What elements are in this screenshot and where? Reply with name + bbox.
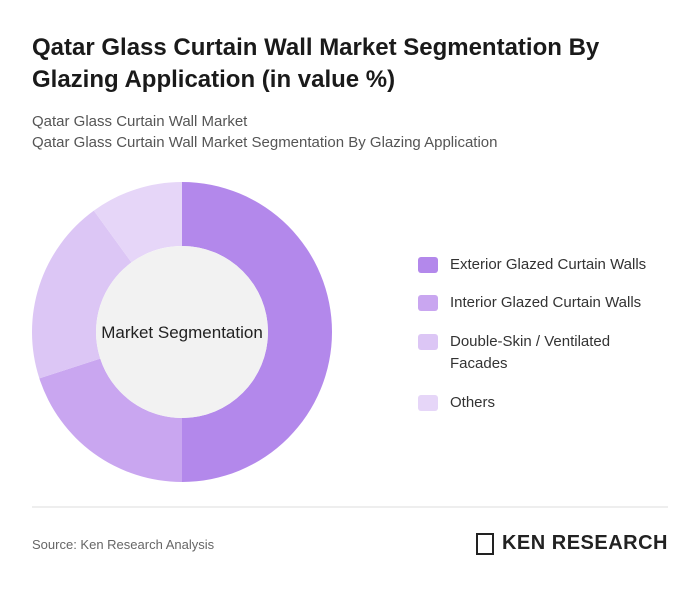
subtitle: Qatar Glass Curtain Wall Market bbox=[32, 113, 248, 130]
donut-center bbox=[96, 246, 268, 418]
legend-label: Exterior Glazed Curtain Walls bbox=[450, 256, 647, 273]
donut-segment bbox=[93, 182, 182, 263]
center-label: Market Segmentation bbox=[101, 323, 263, 342]
logo-icon bbox=[475, 532, 494, 555]
legend-swatch bbox=[418, 334, 438, 350]
legend-item: Double-Skin / Ventilated Facades bbox=[418, 331, 658, 375]
donut-segment bbox=[39, 358, 182, 482]
legend-swatch bbox=[418, 395, 438, 411]
logo: KEN RESEARCH bbox=[475, 532, 668, 555]
legend-item: Others bbox=[418, 392, 658, 414]
legend-item: Exterior Glazed Curtain Walls bbox=[418, 254, 658, 276]
subtitle: Qatar Glass Curtain Wall Market Segmenta… bbox=[32, 134, 498, 151]
donut-segment bbox=[31, 210, 132, 379]
legend-swatch bbox=[418, 257, 438, 273]
logo-text: KEN RESEARCH bbox=[501, 532, 668, 554]
legend-label: Interior Glazed Curtain Walls bbox=[450, 294, 642, 311]
source: Source: Ken Research Analysis bbox=[32, 537, 215, 552]
legend-label: Double-Skin / Ventilated Facades bbox=[450, 333, 611, 372]
chart-title: Qatar Glass Curtain Wall Market Segmenta… bbox=[32, 34, 600, 93]
legend-label: Others bbox=[450, 394, 496, 411]
donut-segment bbox=[182, 182, 332, 482]
legend-item: Interior Glazed Curtain Walls bbox=[418, 292, 658, 314]
legend-swatch bbox=[418, 295, 438, 311]
